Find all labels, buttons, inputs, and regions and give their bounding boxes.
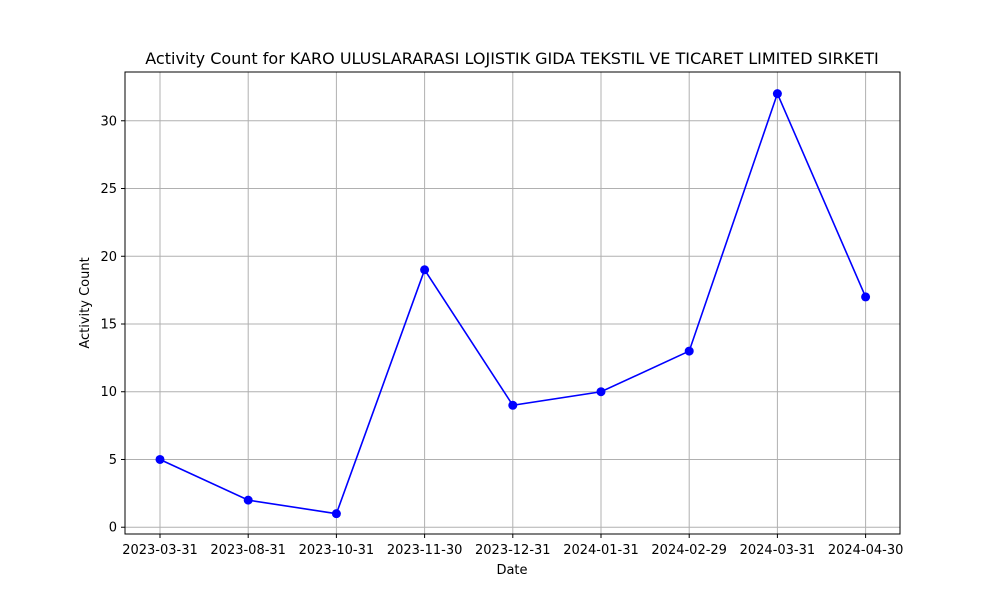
x-tick-label: 2024-04-30 — [828, 543, 904, 558]
x-tick-label: 2023-10-31 — [299, 543, 375, 558]
data-point-marker — [420, 265, 430, 275]
series-activity-count — [155, 89, 871, 519]
data-point-marker — [243, 495, 253, 505]
x-tick-label: 2023-03-31 — [122, 543, 198, 558]
y-tick-label: 20 — [100, 250, 117, 265]
x-tick-label: 2023-12-31 — [475, 543, 551, 558]
x-tick-label: 2024-02-29 — [651, 543, 727, 558]
axes: 2023-03-31 2023-08-31 2023-10-31 2023-11-30… — [100, 114, 903, 558]
data-point-marker — [861, 292, 871, 302]
x-tick-label: 2023-08-31 — [210, 543, 286, 558]
grid-lines — [125, 72, 900, 534]
data-point-marker — [331, 509, 341, 519]
x-tick-label: 2023-11-30 — [387, 543, 463, 558]
y-tick-label: 30 — [100, 114, 117, 129]
data-point-marker — [155, 454, 165, 464]
y-tick-label: 0 — [109, 521, 117, 536]
x-tick-label: 2024-01-31 — [563, 543, 639, 558]
x-tick-label: 2024-03-31 — [740, 543, 816, 558]
data-point-marker — [684, 346, 694, 356]
data-point-marker — [508, 400, 518, 410]
y-axis-label: Activity Count — [78, 257, 93, 348]
x-axis-label: Date — [496, 563, 527, 578]
y-tick-label: 15 — [100, 318, 117, 333]
data-point-marker — [596, 387, 606, 397]
y-tick-label: 5 — [109, 453, 117, 468]
chart-title: Activity Count for KARO ULUSLARARASI LOJ… — [145, 49, 878, 68]
y-tick-label: 25 — [100, 182, 117, 197]
data-point-marker — [772, 89, 782, 99]
y-tick-label: 10 — [100, 385, 117, 400]
